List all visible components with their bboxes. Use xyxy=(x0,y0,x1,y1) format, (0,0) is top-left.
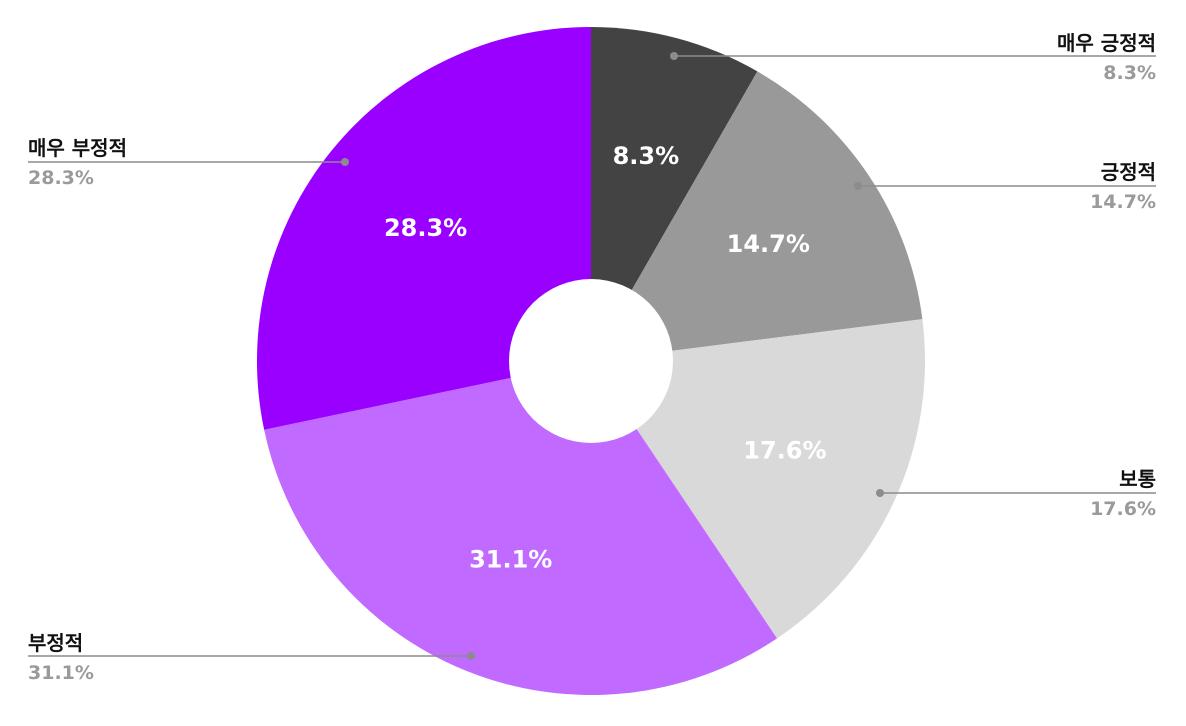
legend-label: 보통 xyxy=(1119,467,1156,491)
legend-value: 14.7% xyxy=(1090,191,1156,213)
slice-value-label: 28.3% xyxy=(384,214,467,242)
slice-value-label: 14.7% xyxy=(727,230,810,258)
slice-1 xyxy=(591,27,758,361)
legend-value: 28.3% xyxy=(28,167,94,189)
legend-value: 17.6% xyxy=(1090,498,1156,520)
leader-dot xyxy=(876,489,884,497)
leader-dot xyxy=(670,52,678,60)
slice-value-labels: 8.3% 14.7% 17.6% 31.1% 28.3% xyxy=(384,142,827,573)
legend-label: 매우 긍정적 xyxy=(1057,31,1156,55)
slice-3 xyxy=(591,319,926,639)
callout-legend: 매우 긍정적 8.3% 긍정적 14.7% 보통 17.6% 부정적 31.1% 매우 부정적 2… xyxy=(28,31,1156,684)
legend-value: 8.3% xyxy=(1103,62,1156,84)
slice-value-label: 8.3% xyxy=(613,142,680,170)
leader-dot xyxy=(341,158,349,166)
legend-label: 긍정적 xyxy=(1101,160,1156,184)
donut-slices xyxy=(256,27,926,696)
legend-value: 31.1% xyxy=(28,662,94,684)
slice-value-label: 31.1% xyxy=(469,545,552,573)
leader-dot xyxy=(854,182,862,190)
slice-2 xyxy=(591,71,923,362)
legend-label: 부정적 xyxy=(28,631,83,655)
leader-dot xyxy=(467,652,475,660)
slice-value-label: 17.6% xyxy=(743,436,826,464)
slice-5 xyxy=(256,27,591,430)
donut-hole xyxy=(509,279,673,443)
slice-4 xyxy=(264,361,777,696)
legend-label: 매우 부정적 xyxy=(28,136,127,160)
